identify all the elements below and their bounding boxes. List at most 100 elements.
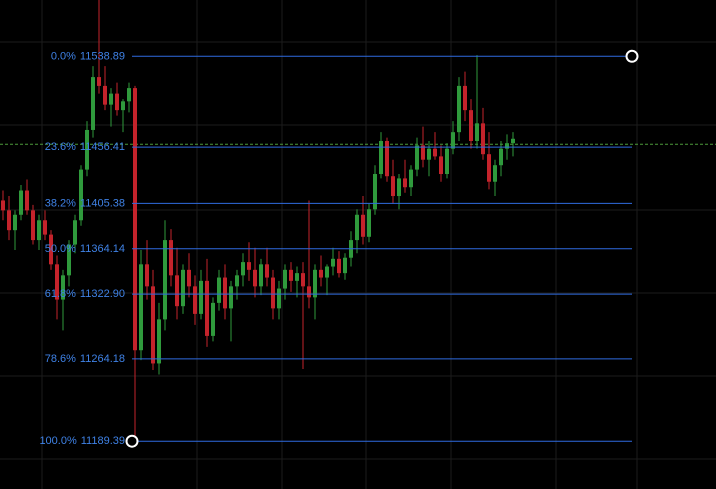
candle-body [481, 123, 485, 155]
candle-body [163, 240, 167, 320]
candle-body [265, 264, 269, 278]
candle-body [259, 264, 263, 287]
candle-body [187, 269, 191, 287]
candle-body [85, 129, 89, 170]
candle-body [103, 85, 107, 105]
candle-body [217, 277, 221, 303]
candle-body [409, 169, 413, 188]
fib-ratio: 78.6% [45, 353, 76, 365]
candle-body [229, 286, 233, 309]
candle-body [451, 132, 455, 149]
fib-label: 0.0% 11538.89 [51, 50, 125, 62]
candle-body [241, 262, 245, 276]
candle-body [403, 178, 407, 188]
fib-label: 50.0% 11364.14 [45, 243, 125, 255]
candle-body [79, 169, 83, 221]
candle-body [289, 269, 293, 281]
candle-body [223, 277, 227, 309]
candle-body [67, 244, 71, 276]
candle-body [355, 214, 359, 241]
candle-body [319, 269, 323, 278]
candle-body [127, 88, 131, 102]
fib-price: 11456.41 [80, 141, 125, 153]
fib-ratio: 0.0% [51, 50, 76, 62]
candle-body [19, 190, 23, 215]
candle-body [49, 234, 53, 265]
candle-body [427, 148, 431, 160]
fib-ratio: 38.2% [45, 197, 76, 209]
candle-body [421, 145, 425, 160]
fib-ratio: 50.0% [45, 243, 76, 255]
candle-body [115, 93, 119, 111]
candle-body [445, 148, 449, 175]
candle-body [337, 258, 341, 274]
candle-body [181, 269, 185, 307]
candle-body [277, 288, 281, 309]
fib-ratio: 61.8% [45, 288, 76, 300]
candle-body [457, 85, 461, 133]
candle-body [55, 264, 59, 300]
candle-body [211, 302, 215, 336]
candle-body [487, 154, 491, 182]
candle-body [439, 156, 443, 175]
candle-body [325, 266, 329, 278]
candle-body [25, 190, 29, 211]
fib-price: 11364.14 [80, 243, 125, 255]
candle-body [511, 138, 515, 144]
candle-body [37, 220, 41, 241]
candle-body [91, 77, 95, 130]
candle-body [373, 174, 377, 210]
candle-body [7, 210, 11, 231]
candle-body [157, 319, 161, 364]
candle-body [295, 273, 299, 281]
candle-body [301, 273, 305, 287]
fib-label: 61.8% 11322.90 [45, 288, 125, 300]
candle-body [385, 140, 389, 177]
candle-body [43, 220, 47, 235]
fib-label: 100.0% 11189.39 [39, 435, 125, 447]
fib-ratio: 23.6% [45, 141, 76, 153]
candle-body [283, 269, 287, 289]
fib-label: 23.6% 11456.41 [45, 141, 125, 153]
candle-body [31, 210, 35, 241]
candle-body [169, 240, 173, 276]
candle-body [199, 280, 203, 314]
candle-body [463, 85, 467, 111]
fib-price: 11405.38 [80, 197, 125, 209]
candle-body [1, 200, 5, 211]
candle-body [475, 123, 479, 141]
candle-body [397, 178, 401, 197]
candle-body [379, 140, 383, 175]
fib-price: 11189.39 [81, 435, 125, 447]
candle-body [73, 220, 77, 245]
candle-body [469, 110, 473, 141]
candle-body [505, 143, 509, 149]
candle-body [109, 93, 113, 105]
candle-body [151, 286, 155, 364]
fib-price: 11322.90 [80, 288, 125, 300]
candle-body [193, 286, 197, 314]
fib-price: 11264.18 [80, 353, 125, 365]
candle-body [331, 258, 335, 267]
candle-body [367, 209, 371, 237]
fib-ratio: 100.0% [39, 435, 77, 447]
candle-body [499, 148, 503, 166]
fib-price: 11538.89 [80, 50, 125, 62]
candle-body [205, 280, 209, 336]
candle-body [247, 262, 251, 270]
candle-body [391, 176, 395, 197]
candle-body [235, 275, 239, 287]
candle-body [145, 264, 149, 287]
candle-body [13, 214, 17, 231]
candle-body [175, 275, 179, 307]
candle-body [307, 286, 311, 298]
candle-body [253, 269, 257, 287]
candle-body [271, 277, 275, 309]
candle-body [433, 148, 437, 157]
candle-body [139, 264, 143, 351]
candle-body [415, 145, 419, 170]
fib-label: 38.2% 11405.38 [45, 197, 125, 209]
